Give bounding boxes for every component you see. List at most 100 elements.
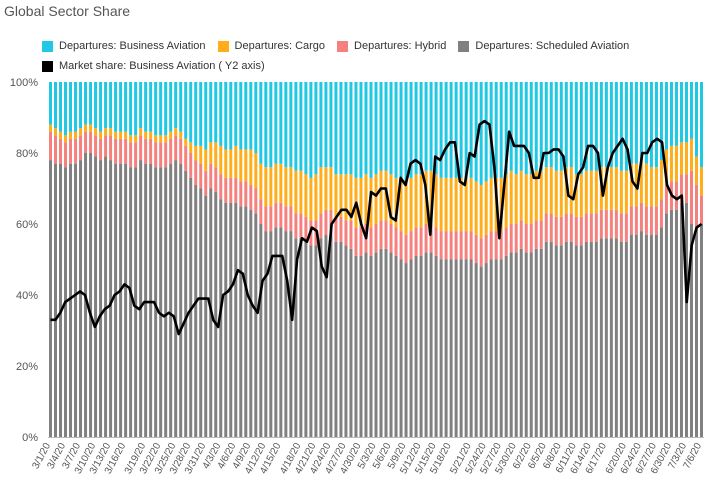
bar-hybrid bbox=[84, 131, 88, 153]
bar-cargo bbox=[174, 128, 178, 136]
bar-scheduled bbox=[624, 241, 628, 437]
bar-hybrid bbox=[484, 234, 488, 264]
bar-cargo bbox=[299, 170, 303, 214]
bar-business-aviation bbox=[309, 82, 313, 178]
legend-item-hybrid[interactable]: Departures: Hybrid bbox=[337, 40, 446, 52]
bar-cargo bbox=[204, 149, 208, 171]
bar-cargo bbox=[269, 167, 273, 207]
bar-scheduled bbox=[294, 238, 298, 437]
bar-hybrid bbox=[459, 231, 463, 260]
bar-scheduled bbox=[539, 248, 543, 437]
legend-label-hybrid: Departures: Hybrid bbox=[354, 40, 447, 52]
bar-scheduled bbox=[174, 160, 178, 437]
bar-business-aviation bbox=[639, 82, 643, 161]
bar-hybrid bbox=[254, 188, 258, 214]
bar-cargo bbox=[689, 138, 693, 171]
bar-cargo bbox=[554, 170, 558, 217]
bar-scheduled bbox=[689, 224, 693, 437]
bar-cargo bbox=[624, 170, 628, 214]
bar-hybrid bbox=[404, 234, 408, 264]
bar-business-aviation bbox=[604, 82, 608, 168]
bar-scheduled bbox=[604, 238, 608, 437]
bar-business-aviation bbox=[439, 82, 443, 178]
bar-cargo bbox=[309, 177, 313, 221]
bar-business-aviation bbox=[414, 82, 418, 175]
bar-scheduled bbox=[669, 209, 673, 437]
bar-cargo bbox=[434, 174, 438, 228]
bar-business-aviation bbox=[344, 82, 348, 175]
bar-business-aviation bbox=[594, 82, 598, 171]
bar-cargo bbox=[649, 167, 653, 207]
bar-scheduled bbox=[319, 238, 323, 437]
bar-hybrid bbox=[169, 138, 173, 164]
bar-cargo bbox=[74, 131, 78, 139]
bar-business-aviation bbox=[394, 82, 398, 178]
legend-item-market-share[interactable]: Market share: Business Aviation ( Y2 axi… bbox=[42, 60, 265, 72]
legend-label-cargo: Departures: Cargo bbox=[234, 40, 326, 52]
bar-scheduled bbox=[509, 252, 513, 437]
bar-scheduled bbox=[374, 252, 378, 437]
bar-scheduled bbox=[299, 238, 303, 437]
bar-hybrid bbox=[259, 199, 263, 224]
bar-scheduled bbox=[59, 163, 63, 437]
bar-scheduled bbox=[639, 231, 643, 437]
bar-scheduled bbox=[404, 263, 408, 437]
bar-business-aviation bbox=[564, 82, 568, 168]
bar-hybrid bbox=[554, 216, 558, 246]
bar-scheduled bbox=[69, 163, 73, 437]
bar-hybrid bbox=[104, 135, 108, 157]
bar-business-aviation bbox=[404, 82, 408, 182]
bar-business-aviation bbox=[159, 82, 163, 136]
bar-business-aviation bbox=[549, 82, 553, 168]
bar-hybrid bbox=[529, 224, 533, 253]
bar-scheduled bbox=[204, 195, 208, 437]
bar-business-aviation bbox=[74, 82, 78, 132]
bar-scheduled bbox=[634, 234, 638, 437]
bar-scheduled bbox=[309, 245, 313, 437]
bar-scheduled bbox=[329, 234, 333, 437]
bar-hybrid bbox=[334, 216, 338, 242]
bar-hybrid bbox=[384, 220, 388, 249]
bar-scheduled bbox=[694, 227, 698, 437]
bar-business-aviation bbox=[599, 82, 603, 168]
bar-hybrid bbox=[699, 195, 703, 224]
bar-cargo bbox=[489, 177, 493, 232]
bar-business-aviation bbox=[84, 82, 88, 125]
bar-scheduled bbox=[619, 241, 623, 437]
bar-business-aviation bbox=[669, 82, 673, 146]
bar-scheduled bbox=[289, 231, 293, 437]
bar-scheduled bbox=[134, 167, 138, 437]
bar-scheduled bbox=[474, 263, 478, 437]
bar-hybrid bbox=[224, 177, 228, 203]
bar-scheduled bbox=[144, 163, 148, 437]
legend-label-market-share: Market share: Business Aviation ( Y2 axi… bbox=[59, 60, 265, 72]
bar-cargo bbox=[129, 135, 133, 143]
bar-business-aviation bbox=[299, 82, 303, 171]
bar-scheduled bbox=[479, 266, 483, 437]
bar-scheduled bbox=[114, 163, 118, 437]
legend-item-scheduled-aviation[interactable]: Departures: Scheduled Aviation bbox=[458, 40, 629, 52]
bar-scheduled bbox=[454, 259, 458, 437]
bar-hybrid bbox=[564, 213, 568, 242]
legend-item-cargo[interactable]: Departures: Cargo bbox=[217, 40, 326, 52]
bar-business-aviation bbox=[339, 82, 343, 175]
bar-business-aviation bbox=[149, 82, 153, 132]
bar-hybrid bbox=[469, 231, 473, 260]
bar-cargo bbox=[49, 124, 52, 132]
bar-scheduled bbox=[389, 252, 393, 437]
legend-item-business-aviation[interactable]: Departures: Business Aviation bbox=[42, 40, 206, 52]
bar-hybrid bbox=[149, 138, 153, 164]
bar-cargo bbox=[94, 128, 98, 136]
bar-cargo bbox=[529, 174, 533, 224]
bar-cargo bbox=[284, 167, 288, 207]
bar-business-aviation bbox=[104, 82, 108, 129]
bar-business-aviation bbox=[664, 82, 668, 150]
bar-cargo bbox=[569, 167, 573, 214]
bar-hybrid bbox=[674, 181, 678, 210]
bar-business-aviation bbox=[484, 82, 488, 182]
bar-cargo bbox=[414, 174, 418, 228]
bar-business-aviation bbox=[94, 82, 98, 129]
bar-scheduled bbox=[54, 163, 58, 437]
bar-scheduled bbox=[109, 160, 113, 437]
